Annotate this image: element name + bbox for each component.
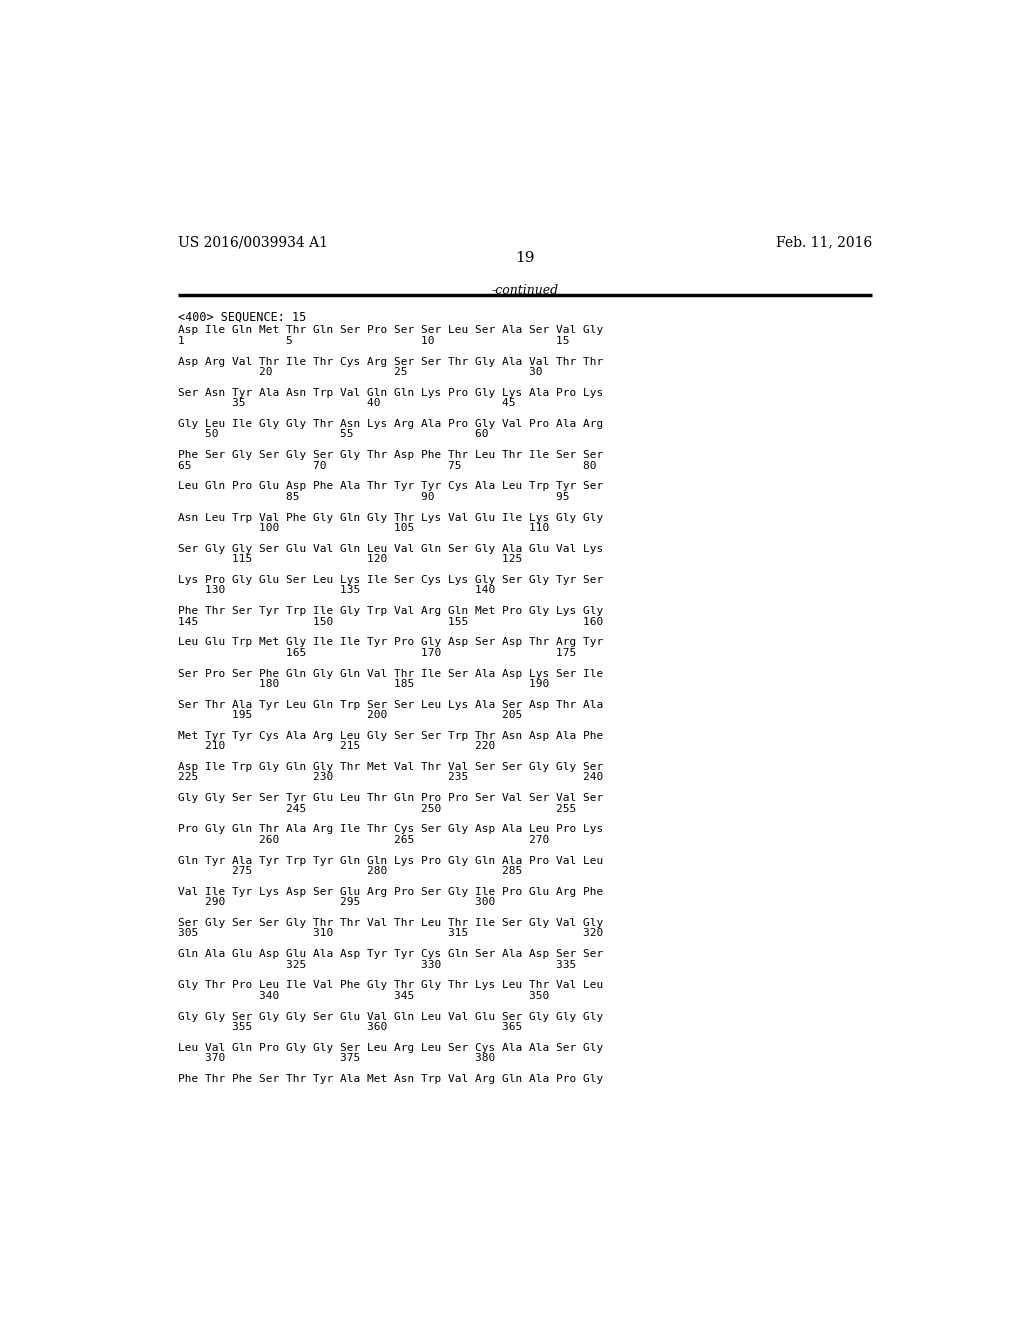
Text: Asp Ile Trp Gly Gln Gly Thr Met Val Thr Val Ser Ser Gly Gly Ser: Asp Ile Trp Gly Gln Gly Thr Met Val Thr … xyxy=(178,762,603,772)
Text: <400> SEQUENCE: 15: <400> SEQUENCE: 15 xyxy=(178,310,306,323)
Text: Met Tyr Tyr Cys Ala Arg Leu Gly Ser Ser Trp Thr Asn Asp Ala Phe: Met Tyr Tyr Cys Ala Arg Leu Gly Ser Ser … xyxy=(178,731,603,741)
Text: Feb. 11, 2016: Feb. 11, 2016 xyxy=(776,235,872,249)
Text: Gly Gly Ser Gly Gly Ser Glu Val Gln Leu Val Glu Ser Gly Gly Gly: Gly Gly Ser Gly Gly Ser Glu Val Gln Leu … xyxy=(178,1011,603,1022)
Text: Gly Leu Ile Gly Gly Thr Asn Lys Arg Ala Pro Gly Val Pro Ala Arg: Gly Leu Ile Gly Gly Thr Asn Lys Arg Ala … xyxy=(178,418,603,429)
Text: 35                  40                  45: 35 40 45 xyxy=(178,399,516,408)
Text: Leu Glu Trp Met Gly Ile Ile Tyr Pro Gly Asp Ser Asp Thr Arg Tyr: Leu Glu Trp Met Gly Ile Ile Tyr Pro Gly … xyxy=(178,638,603,647)
Text: 20                  25                  30: 20 25 30 xyxy=(178,367,543,378)
Text: 325                 330                 335: 325 330 335 xyxy=(178,960,577,970)
Text: Ser Pro Ser Phe Gln Gly Gln Val Thr Ile Ser Ala Asp Lys Ser Ile: Ser Pro Ser Phe Gln Gly Gln Val Thr Ile … xyxy=(178,668,603,678)
Text: Leu Val Gln Pro Gly Gly Ser Leu Arg Leu Ser Cys Ala Ala Ser Gly: Leu Val Gln Pro Gly Gly Ser Leu Arg Leu … xyxy=(178,1043,603,1053)
Text: Ser Asn Tyr Ala Asn Trp Val Gln Gln Lys Pro Gly Lys Ala Pro Lys: Ser Asn Tyr Ala Asn Trp Val Gln Gln Lys … xyxy=(178,388,603,397)
Text: 305                 310                 315                 320: 305 310 315 320 xyxy=(178,928,603,939)
Text: 65                  70                  75                  80: 65 70 75 80 xyxy=(178,461,597,471)
Text: 19: 19 xyxy=(515,251,535,265)
Text: US 2016/0039934 A1: US 2016/0039934 A1 xyxy=(178,235,329,249)
Text: 130                 135                 140: 130 135 140 xyxy=(178,585,496,595)
Text: 50                  55                  60: 50 55 60 xyxy=(178,429,488,440)
Text: 275                 280                 285: 275 280 285 xyxy=(178,866,522,876)
Text: 340                 345                 350: 340 345 350 xyxy=(178,991,550,1001)
Text: Gln Tyr Ala Tyr Trp Tyr Gln Gln Lys Pro Gly Gln Ala Pro Val Leu: Gln Tyr Ala Tyr Trp Tyr Gln Gln Lys Pro … xyxy=(178,855,603,866)
Text: Gly Gly Ser Ser Tyr Glu Leu Thr Gln Pro Pro Ser Val Ser Val Ser: Gly Gly Ser Ser Tyr Glu Leu Thr Gln Pro … xyxy=(178,793,603,804)
Text: 100                 105                 110: 100 105 110 xyxy=(178,523,550,533)
Text: Asn Leu Trp Val Phe Gly Gln Gly Thr Lys Val Glu Ile Lys Gly Gly: Asn Leu Trp Val Phe Gly Gln Gly Thr Lys … xyxy=(178,512,603,523)
Text: 290                 295                 300: 290 295 300 xyxy=(178,898,496,907)
Text: 245                 250                 255: 245 250 255 xyxy=(178,804,577,813)
Text: 165                 170                 175: 165 170 175 xyxy=(178,648,577,657)
Text: 115                 120                 125: 115 120 125 xyxy=(178,554,522,564)
Text: 260                 265                 270: 260 265 270 xyxy=(178,834,550,845)
Text: 355                 360                 365: 355 360 365 xyxy=(178,1022,522,1032)
Text: Lys Pro Gly Glu Ser Leu Lys Ile Ser Cys Lys Gly Ser Gly Tyr Ser: Lys Pro Gly Glu Ser Leu Lys Ile Ser Cys … xyxy=(178,576,603,585)
Text: Phe Thr Ser Tyr Trp Ile Gly Trp Val Arg Gln Met Pro Gly Lys Gly: Phe Thr Ser Tyr Trp Ile Gly Trp Val Arg … xyxy=(178,606,603,616)
Text: 210                 215                 220: 210 215 220 xyxy=(178,742,496,751)
Text: Gly Thr Pro Leu Ile Val Phe Gly Thr Gly Thr Lys Leu Thr Val Leu: Gly Thr Pro Leu Ile Val Phe Gly Thr Gly … xyxy=(178,981,603,990)
Text: Leu Gln Pro Glu Asp Phe Ala Thr Tyr Tyr Cys Ala Leu Trp Tyr Ser: Leu Gln Pro Glu Asp Phe Ala Thr Tyr Tyr … xyxy=(178,482,603,491)
Text: -continued: -continued xyxy=(492,284,558,297)
Text: 370                 375                 380: 370 375 380 xyxy=(178,1053,496,1063)
Text: Val Ile Tyr Lys Asp Ser Glu Arg Pro Ser Gly Ile Pro Glu Arg Phe: Val Ile Tyr Lys Asp Ser Glu Arg Pro Ser … xyxy=(178,887,603,896)
Text: Asp Ile Gln Met Thr Gln Ser Pro Ser Ser Leu Ser Ala Ser Val Gly: Asp Ile Gln Met Thr Gln Ser Pro Ser Ser … xyxy=(178,326,603,335)
Text: Phe Ser Gly Ser Gly Ser Gly Thr Asp Phe Thr Leu Thr Ile Ser Ser: Phe Ser Gly Ser Gly Ser Gly Thr Asp Phe … xyxy=(178,450,603,461)
Text: Ser Gly Ser Ser Gly Thr Thr Val Thr Leu Thr Ile Ser Gly Val Gly: Ser Gly Ser Ser Gly Thr Thr Val Thr Leu … xyxy=(178,917,603,928)
Text: 85                  90                  95: 85 90 95 xyxy=(178,492,570,502)
Text: 195                 200                 205: 195 200 205 xyxy=(178,710,522,721)
Text: 145                 150                 155                 160: 145 150 155 160 xyxy=(178,616,603,627)
Text: 180                 185                 190: 180 185 190 xyxy=(178,678,550,689)
Text: Asp Arg Val Thr Ile Thr Cys Arg Ser Ser Thr Gly Ala Val Thr Thr: Asp Arg Val Thr Ile Thr Cys Arg Ser Ser … xyxy=(178,356,603,367)
Text: 225                 230                 235                 240: 225 230 235 240 xyxy=(178,772,603,783)
Text: Pro Gly Gln Thr Ala Arg Ile Thr Cys Ser Gly Asp Ala Leu Pro Lys: Pro Gly Gln Thr Ala Arg Ile Thr Cys Ser … xyxy=(178,825,603,834)
Text: Ser Gly Gly Ser Glu Val Gln Leu Val Gln Ser Gly Ala Glu Val Lys: Ser Gly Gly Ser Glu Val Gln Leu Val Gln … xyxy=(178,544,603,554)
Text: Gln Ala Glu Asp Glu Ala Asp Tyr Tyr Cys Gln Ser Ala Asp Ser Ser: Gln Ala Glu Asp Glu Ala Asp Tyr Tyr Cys … xyxy=(178,949,603,960)
Text: 1               5                   10                  15: 1 5 10 15 xyxy=(178,335,570,346)
Text: Ser Thr Ala Tyr Leu Gln Trp Ser Ser Leu Lys Ala Ser Asp Thr Ala: Ser Thr Ala Tyr Leu Gln Trp Ser Ser Leu … xyxy=(178,700,603,710)
Text: Phe Thr Phe Ser Thr Tyr Ala Met Asn Trp Val Arg Gln Ala Pro Gly: Phe Thr Phe Ser Thr Tyr Ala Met Asn Trp … xyxy=(178,1074,603,1084)
